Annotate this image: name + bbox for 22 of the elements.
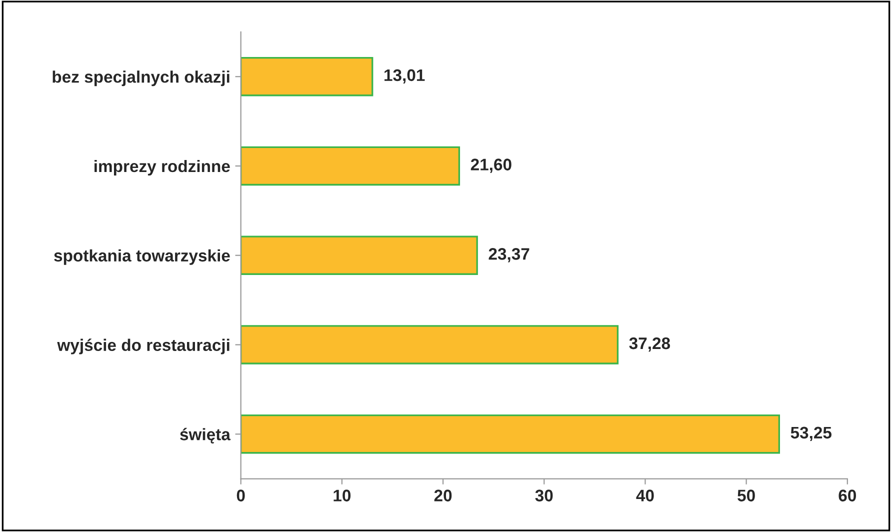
bar	[240, 57, 374, 96]
x-tick-label: 0	[236, 490, 245, 502]
y-tick-label: spotkania towarzyskie	[54, 249, 230, 265]
bar	[240, 325, 619, 364]
y-tick-label: imprezy rodzinne	[94, 160, 230, 176]
data-label: 53,25	[790, 426, 832, 442]
x-tick-label: 50	[738, 490, 755, 502]
bar	[240, 414, 780, 454]
y-tick-label: wyjście do restauracji	[57, 338, 230, 354]
data-label: 13,01	[384, 69, 425, 84]
x-tick-label: 60	[838, 490, 856, 502]
x-tick-label: 30	[535, 490, 553, 502]
data-label: 23,37	[488, 248, 530, 262]
x-tick-label: 20	[434, 490, 452, 502]
y-tick-label: święta	[180, 428, 231, 444]
data-label: 21,60	[470, 158, 512, 173]
bar	[240, 236, 478, 275]
x-tick-label: 10	[334, 490, 351, 502]
y-tick-label: bez specjalnych okazji	[52, 70, 230, 86]
bar	[240, 146, 460, 186]
x-tick-label: 40	[636, 490, 654, 502]
data-label: 37,28	[629, 337, 670, 352]
